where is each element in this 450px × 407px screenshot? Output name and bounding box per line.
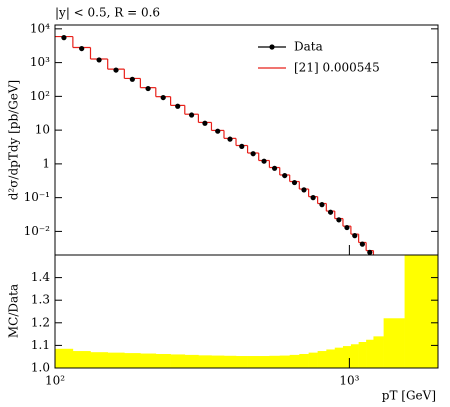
ratio-bar: [55, 348, 74, 368]
data-point: [227, 136, 233, 142]
ratio-bar: [107, 352, 125, 368]
ratio-bar: [198, 355, 212, 368]
data-point: [61, 35, 67, 41]
ratio-bar: [90, 352, 108, 368]
ratio-bar: [373, 336, 384, 368]
ratio-bar: [140, 353, 157, 368]
y-tick-label: 10⁻²: [24, 224, 51, 238]
ratio-bar: [289, 354, 300, 368]
ratio-bar: [269, 355, 281, 368]
ratio-bar: [155, 353, 171, 368]
ratio-bar: [258, 356, 270, 368]
ratio-bar: [223, 355, 237, 368]
data-point: [113, 67, 119, 73]
y-tick-label: 1.1: [31, 338, 50, 352]
data-point: [336, 217, 342, 223]
data-point: [215, 128, 221, 134]
data-point: [189, 112, 195, 118]
ratio-bar: [170, 354, 186, 368]
x-axis-label: pT [GeV]: [382, 389, 436, 403]
data-point: [327, 209, 334, 215]
y-tick-label: 1.4: [31, 270, 50, 284]
y-axis-label: d²σ/dpTdy [pb/GeV]: [7, 80, 21, 201]
ratio-plot-area: [55, 255, 438, 368]
ratio-bar: [366, 339, 374, 368]
legend-marker: [269, 44, 275, 50]
data-point: [282, 172, 288, 179]
legend-label: [21] 0.000545: [294, 61, 380, 75]
ratio-bar: [326, 349, 336, 368]
y-tick-label: 1: [42, 156, 50, 170]
data-point: [261, 158, 267, 164]
data-point: [352, 233, 358, 239]
ratio-bar: [342, 346, 352, 368]
ratio-bar: [236, 356, 248, 368]
data-point: [96, 57, 102, 63]
data-point: [129, 76, 135, 82]
ratio-bar: [358, 342, 367, 368]
legend-label: Data: [294, 40, 323, 54]
data-point: [271, 165, 278, 171]
ratio-bar: [279, 355, 291, 368]
main-plot-area: [55, 35, 396, 285]
y-tick-label: 10³: [30, 55, 50, 69]
data-point: [79, 45, 85, 52]
ratio-bar: [184, 354, 199, 368]
y-tick-label: 1.2: [31, 315, 50, 329]
data-point: [291, 179, 298, 186]
y-tick-label: 10: [35, 123, 50, 137]
y-tick-label: 1.0: [31, 361, 50, 375]
ratio-bar: [317, 351, 327, 368]
data-point: [160, 94, 166, 101]
data-point: [367, 249, 373, 255]
data-point: [301, 187, 307, 193]
y-tick-label: 10⁴: [30, 21, 50, 35]
ratio-bar: [299, 353, 309, 368]
ratio-bar: [334, 347, 344, 368]
ratio-bar: [404, 255, 438, 368]
ratio-bar: [72, 351, 91, 368]
data-point: [344, 224, 350, 231]
data-point: [359, 241, 365, 247]
data-point: [376, 261, 381, 266]
main-frame: [54, 24, 439, 256]
x-tick-label: 10²: [45, 374, 65, 388]
data-point: [391, 280, 396, 285]
data-point: [239, 143, 245, 149]
data-point: [319, 202, 325, 208]
data-point: [175, 103, 181, 109]
chart-title: |y| < 0.5, R = 0.6: [55, 6, 160, 20]
x-tick-label: 10³: [339, 374, 359, 388]
ratio-bar: [124, 353, 141, 368]
ratio-bar: [350, 344, 359, 368]
y-tick-label: 10⁻¹: [24, 190, 50, 204]
ratio-bar: [247, 356, 260, 368]
ratio-y-axis-label: MC/Data: [7, 284, 21, 338]
y-tick-label: 10²: [30, 89, 50, 103]
ratio-frame: [54, 254, 439, 369]
data-point: [310, 195, 316, 201]
y-tick-label: 1.3: [31, 293, 50, 307]
data-point: [145, 85, 151, 92]
data-point: [202, 120, 208, 126]
ratio-bar: [383, 318, 405, 368]
ratio-bar: [308, 352, 318, 368]
ratio-bar: [211, 355, 225, 368]
data-point: [250, 151, 256, 157]
